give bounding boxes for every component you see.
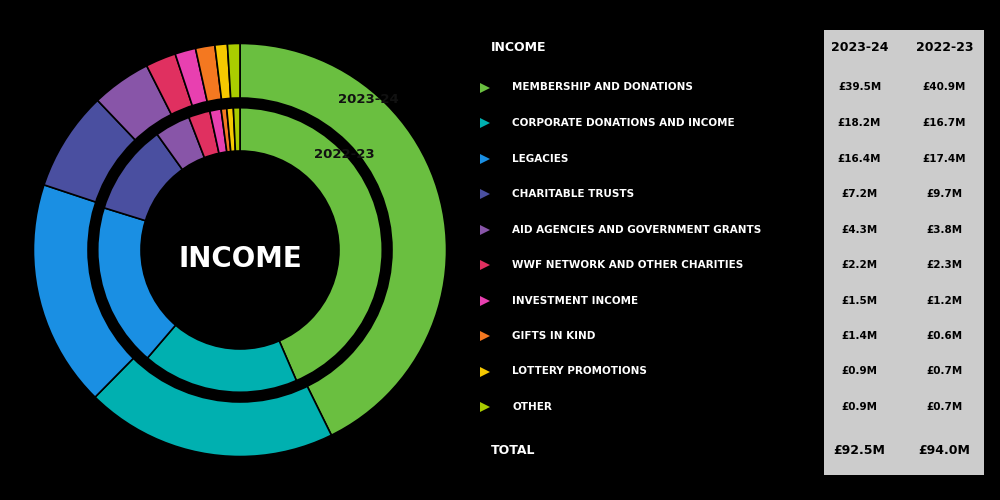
Text: £0.9M: £0.9M bbox=[842, 366, 878, 376]
Text: £9.7M: £9.7M bbox=[926, 189, 962, 199]
Text: 2023-24: 2023-24 bbox=[338, 93, 398, 106]
Text: £1.2M: £1.2M bbox=[926, 296, 962, 306]
Text: INVESTMENT INCOME: INVESTMENT INCOME bbox=[512, 296, 639, 306]
Text: £18.2M: £18.2M bbox=[838, 118, 881, 128]
Text: £0.7M: £0.7M bbox=[926, 366, 962, 376]
Text: CORPORATE DONATIONS AND INCOME: CORPORATE DONATIONS AND INCOME bbox=[512, 118, 735, 128]
Text: £0.9M: £0.9M bbox=[842, 402, 878, 412]
Wedge shape bbox=[189, 110, 219, 158]
Wedge shape bbox=[221, 108, 231, 153]
Text: £40.9M: £40.9M bbox=[923, 82, 966, 92]
Text: TOTAL: TOTAL bbox=[491, 444, 536, 456]
Text: OTHER: OTHER bbox=[512, 402, 552, 412]
Wedge shape bbox=[147, 324, 297, 393]
Text: £39.5M: £39.5M bbox=[838, 82, 881, 92]
Wedge shape bbox=[195, 44, 222, 102]
FancyBboxPatch shape bbox=[824, 30, 984, 475]
Wedge shape bbox=[97, 65, 172, 140]
Wedge shape bbox=[210, 108, 227, 154]
Wedge shape bbox=[215, 43, 231, 100]
Text: CHARITABLE TRUSTS: CHARITABLE TRUSTS bbox=[512, 189, 635, 199]
Wedge shape bbox=[240, 42, 447, 436]
Text: £16.7M: £16.7M bbox=[923, 118, 966, 128]
Text: 2022-23: 2022-23 bbox=[916, 41, 973, 54]
Text: £4.3M: £4.3M bbox=[841, 224, 878, 234]
Wedge shape bbox=[43, 100, 136, 202]
Text: MEMBERSHIP AND DONATIONS: MEMBERSHIP AND DONATIONS bbox=[512, 82, 693, 92]
Text: AID AGENCIES AND GOVERNMENT GRANTS: AID AGENCIES AND GOVERNMENT GRANTS bbox=[512, 224, 762, 234]
Wedge shape bbox=[227, 42, 240, 99]
Text: LOTTERY PROMOTIONS: LOTTERY PROMOTIONS bbox=[512, 366, 647, 376]
Wedge shape bbox=[240, 107, 383, 382]
Text: £1.5M: £1.5M bbox=[841, 296, 878, 306]
Wedge shape bbox=[233, 107, 240, 152]
Text: £92.5M: £92.5M bbox=[834, 444, 885, 456]
Wedge shape bbox=[94, 358, 332, 458]
Text: 2022-23: 2022-23 bbox=[314, 148, 375, 162]
Wedge shape bbox=[227, 107, 235, 152]
Wedge shape bbox=[146, 53, 193, 115]
Text: £3.8M: £3.8M bbox=[926, 224, 962, 234]
Text: £16.4M: £16.4M bbox=[838, 154, 881, 164]
Text: £0.7M: £0.7M bbox=[926, 402, 962, 412]
Text: £2.2M: £2.2M bbox=[841, 260, 878, 270]
Text: 2023-24: 2023-24 bbox=[831, 41, 888, 54]
Text: INCOME: INCOME bbox=[491, 41, 547, 54]
Text: WWF NETWORK AND OTHER CHARITIES: WWF NETWORK AND OTHER CHARITIES bbox=[512, 260, 744, 270]
Wedge shape bbox=[33, 184, 134, 398]
Wedge shape bbox=[175, 48, 207, 106]
Text: £17.4M: £17.4M bbox=[923, 154, 966, 164]
Wedge shape bbox=[103, 134, 183, 221]
Text: GIFTS IN KIND: GIFTS IN KIND bbox=[512, 331, 596, 341]
Text: £2.3M: £2.3M bbox=[926, 260, 962, 270]
Text: £94.0M: £94.0M bbox=[918, 444, 970, 456]
Wedge shape bbox=[157, 116, 205, 170]
Text: £1.4M: £1.4M bbox=[841, 331, 878, 341]
Wedge shape bbox=[97, 208, 176, 358]
Text: £7.2M: £7.2M bbox=[841, 189, 878, 199]
Text: LEGACIES: LEGACIES bbox=[512, 154, 569, 164]
Circle shape bbox=[142, 152, 338, 348]
Text: £0.6M: £0.6M bbox=[926, 331, 962, 341]
Text: INCOME: INCOME bbox=[178, 245, 302, 273]
